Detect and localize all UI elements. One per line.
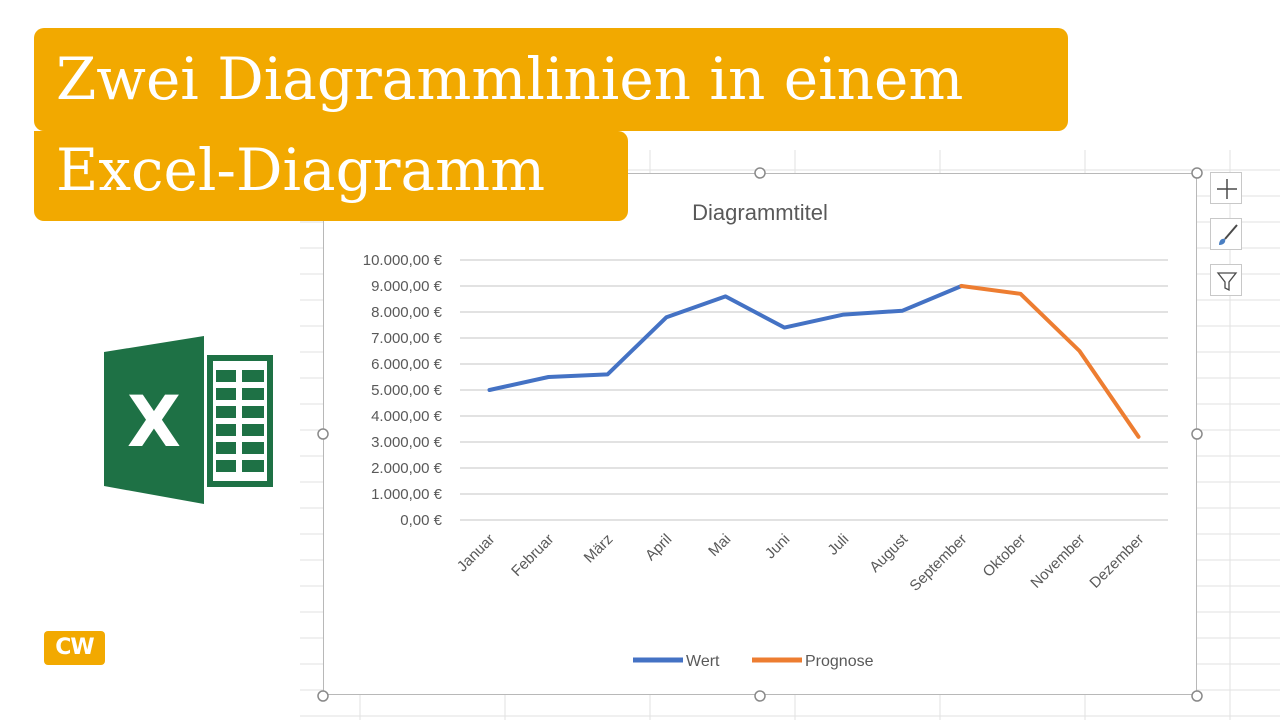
title-text-line-2: Excel-Diagramm xyxy=(56,136,546,204)
cw-logo: CW xyxy=(44,631,105,665)
x-tick-label: März xyxy=(581,531,617,567)
resize-handle[interactable] xyxy=(754,167,766,179)
cw-logo-text: CW xyxy=(55,635,94,660)
x-tick-label: Dezember xyxy=(1086,531,1147,592)
series-line-prognose xyxy=(959,284,1141,439)
x-tick-label: November xyxy=(1027,531,1088,592)
x-tick-label: Juni xyxy=(762,531,793,562)
y-tick-label: 7.000,00 € xyxy=(371,330,443,347)
resize-handle[interactable] xyxy=(754,690,766,702)
y-tick-label: 0,00 € xyxy=(400,512,442,529)
x-tick-label: Oktober xyxy=(980,531,1030,581)
brush-icon xyxy=(1219,224,1238,245)
y-tick-label: 2.000,00 € xyxy=(371,460,443,477)
chart-elements-button[interactable] xyxy=(1210,172,1242,204)
x-tick-label: August xyxy=(866,530,912,576)
excel-logo-icon: X xyxy=(104,336,273,504)
y-tick-label: 5.000,00 € xyxy=(371,382,443,399)
resize-handle[interactable] xyxy=(1191,428,1203,440)
y-tick-label: 10.000,00 € xyxy=(363,252,443,269)
title-banner-line-2: Excel-Diagramm xyxy=(34,131,628,221)
y-tick-label: 4.000,00 € xyxy=(371,408,443,425)
title-text-line-1: Zwei Diagrammlinien in einem xyxy=(56,45,964,113)
y-tick-label: 3.000,00 € xyxy=(371,434,443,451)
x-tick-label: April xyxy=(642,531,675,564)
chart-title: Diagrammtitel xyxy=(692,200,828,225)
legend-label-prognose: Prognose xyxy=(805,653,874,670)
resize-handle[interactable] xyxy=(317,428,329,440)
resize-handle[interactable] xyxy=(317,690,329,702)
y-tick-label: 6.000,00 € xyxy=(371,356,443,373)
excel-logo-letter: X xyxy=(127,381,181,463)
x-tick-label: Juli xyxy=(824,531,852,559)
resize-handle[interactable] xyxy=(1191,167,1203,179)
title-banner-line-1: Zwei Diagrammlinien in einem xyxy=(34,28,1068,131)
y-tick-label: 1.000,00 € xyxy=(371,486,443,503)
x-tick-label: September xyxy=(906,531,970,595)
y-tick-label: 9.000,00 € xyxy=(371,278,443,295)
x-tick-label: Januar xyxy=(454,531,498,575)
filter-icon xyxy=(1216,272,1238,292)
chart-styles-button[interactable] xyxy=(1210,218,1242,250)
x-tick-label: Mai xyxy=(705,531,734,560)
line-chart[interactable]: Diagrammtitel 0,00 € 1.000,00 € 2.000,00 € 3… xyxy=(300,160,1220,720)
y-tick-label: 8.000,00 € xyxy=(371,304,443,321)
plus-icon xyxy=(1217,179,1237,199)
legend-label-wert: Wert xyxy=(686,653,720,670)
chart-filters-button[interactable] xyxy=(1210,264,1242,296)
resize-handle[interactable] xyxy=(1191,690,1203,702)
x-tick-label: Februar xyxy=(508,531,557,580)
